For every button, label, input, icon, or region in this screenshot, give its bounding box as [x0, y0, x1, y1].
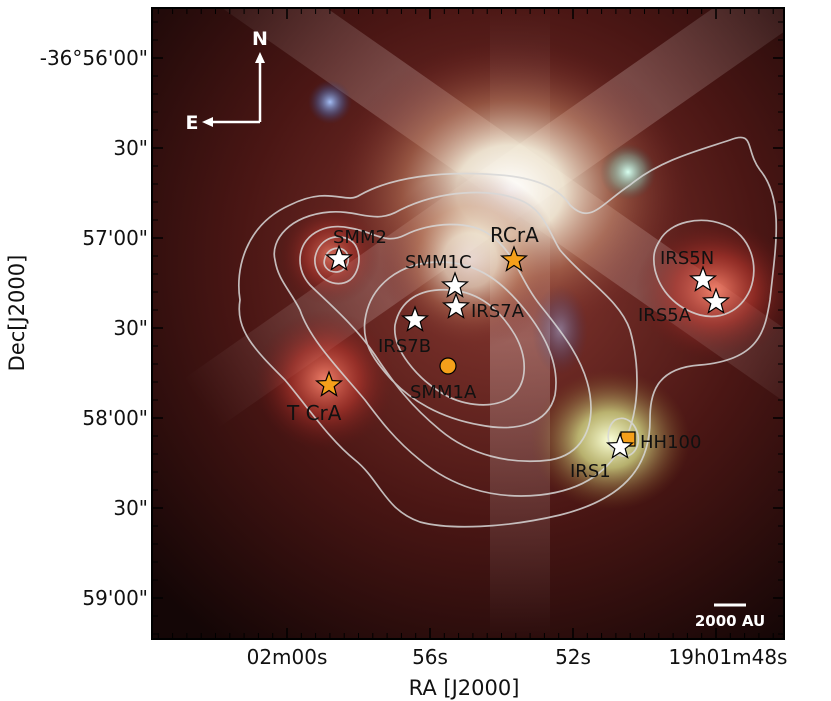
hh100-label: HH100	[640, 432, 701, 453]
irs7a-marker	[441, 292, 471, 319]
contours	[237, 136, 778, 528]
sources: SMM2 RCrA SMM1C IRS7A IRS7B SMM1A T CrA …	[286, 223, 731, 482]
compass: N E	[186, 28, 268, 134]
rcra-marker	[499, 245, 529, 272]
x-axis-title: RA [J2000]	[409, 676, 520, 700]
y-tick-label: 30"	[113, 496, 148, 520]
east-arrowhead-icon	[202, 117, 213, 127]
north-arrowhead-icon	[255, 52, 265, 63]
y-tick-label: 59'00"	[82, 586, 148, 610]
rcra-label: RCrA	[490, 223, 539, 247]
y-tick-label: 30"	[113, 316, 148, 340]
smm2-label: SMM2	[333, 227, 387, 248]
y-tick-label: 30"	[113, 136, 148, 160]
irs7a-label: IRS7A	[471, 301, 525, 322]
x-tick-label: 52s	[555, 645, 591, 669]
irs5n-label: IRS5N	[660, 248, 714, 269]
tcra-marker	[314, 370, 344, 397]
smm1a-label: SMM1A	[410, 382, 477, 403]
tcra-label: T CrA	[286, 401, 342, 425]
x-tick-label: 56s	[412, 645, 448, 669]
irs7b-marker	[400, 305, 430, 332]
plot-frame	[151, 7, 785, 640]
irs5a-marker	[701, 287, 731, 314]
x-tick-label: 19h01m48s	[669, 645, 788, 669]
irs1-label: IRS1	[570, 461, 611, 482]
scale-bar: 2000 AU	[695, 603, 765, 630]
x-tick-labels: 02m00s 56s 52s 19h01m48s	[247, 645, 788, 669]
y-tick-labels: -36°56'00" 30" 57'00" 30" 58'00" 30" 59'…	[40, 46, 148, 610]
y-tick-label: -36°56'00"	[40, 46, 148, 70]
irs5a-label: IRS5A	[638, 305, 692, 326]
smm1c-marker	[440, 271, 470, 298]
scale-bar-label: 2000 AU	[695, 612, 765, 630]
y-axis-title: Dec[J2000]	[5, 255, 29, 372]
smm1a-marker	[439, 357, 457, 375]
irs7b-label: IRS7B	[378, 336, 431, 357]
smm2-marker	[324, 244, 354, 271]
irs1-marker	[605, 432, 635, 459]
y-tick-label: 58'00"	[82, 406, 148, 430]
smm1c-label: SMM1C	[405, 252, 472, 273]
x-tick-label: 02m00s	[247, 645, 328, 669]
irs5n-marker	[688, 265, 718, 292]
east-label: E	[186, 112, 199, 134]
y-tick-label: 57'00"	[82, 226, 148, 250]
north-label: N	[252, 28, 268, 50]
